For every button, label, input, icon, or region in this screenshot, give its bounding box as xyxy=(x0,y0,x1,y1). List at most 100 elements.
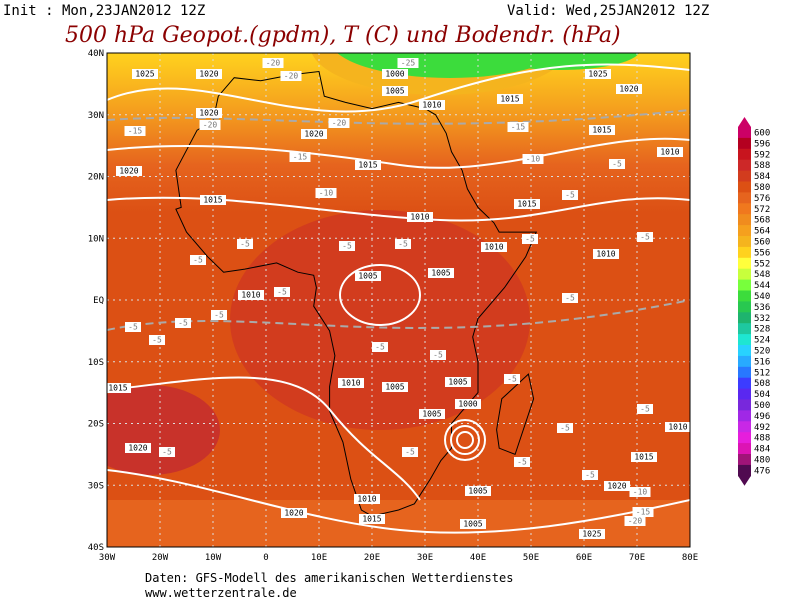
lat-tick-label: 10S xyxy=(88,358,104,368)
green-zone xyxy=(480,53,640,70)
contour-label: -5 xyxy=(585,471,595,480)
colorbar-swatch xyxy=(738,181,751,193)
colorbar-label: 544 xyxy=(754,281,770,291)
label-box xyxy=(465,486,491,496)
label-box xyxy=(125,322,141,332)
label-box xyxy=(355,271,381,281)
label-box xyxy=(116,166,142,176)
colorbar-swatch xyxy=(738,148,751,161)
colorbar-label: 480 xyxy=(754,455,770,465)
label-box xyxy=(281,508,307,518)
contour-label: 1005 xyxy=(468,487,487,496)
colorbar-swatch xyxy=(738,246,751,259)
colorbar-swatch xyxy=(738,159,751,172)
contour-label: -5 xyxy=(342,242,352,251)
lon-tick-label: 50E xyxy=(523,553,539,563)
colorbar-swatch xyxy=(738,137,751,150)
contour-label: -15 xyxy=(128,127,143,136)
contour-label: -5 xyxy=(560,424,570,433)
label-box xyxy=(397,58,419,68)
label-box xyxy=(382,86,408,96)
label-box xyxy=(359,514,385,524)
label-box xyxy=(289,152,311,162)
label-box xyxy=(339,241,355,251)
label-box xyxy=(604,481,630,491)
contour-label: -15 xyxy=(636,508,651,517)
colorbar-label: 560 xyxy=(754,237,770,247)
label-box xyxy=(428,268,454,278)
colorbar-label: 500 xyxy=(754,401,770,411)
isobar xyxy=(450,425,480,455)
lat-tick-label: EQ xyxy=(93,296,104,306)
label-box xyxy=(315,188,337,198)
label-box xyxy=(419,409,445,419)
label-box xyxy=(631,452,657,462)
colorbar-label: 476 xyxy=(754,466,770,476)
contour-label: -20 xyxy=(332,119,347,128)
label-box xyxy=(355,160,381,170)
contour-label: -5 xyxy=(277,288,287,297)
lon-tick-label: 70E xyxy=(629,553,645,563)
label-box xyxy=(497,94,523,104)
label-box xyxy=(196,69,222,79)
contour-label: 1025 xyxy=(582,530,601,539)
label-box xyxy=(430,350,446,360)
label-box xyxy=(562,293,578,303)
contour-label: -15 xyxy=(511,123,526,132)
colorbar-swatch xyxy=(738,170,751,182)
colorbar-swatch xyxy=(738,127,751,139)
colorbar-label: 592 xyxy=(754,150,770,160)
contour-label: 1015 xyxy=(108,384,127,393)
colorbar-cap xyxy=(738,475,751,486)
colorbar-label: 520 xyxy=(754,346,770,356)
label-box xyxy=(199,120,221,130)
colorbar-cap xyxy=(738,117,751,127)
lon-tick-label: 60E xyxy=(576,553,592,563)
label-box xyxy=(514,199,540,209)
lon-tick-label: 30W xyxy=(99,553,116,563)
colorbar-swatch xyxy=(738,203,751,215)
lat-tick-label: 20S xyxy=(88,420,104,430)
label-box xyxy=(382,69,408,79)
label-box xyxy=(419,100,445,110)
contour-label: 1005 xyxy=(422,410,441,419)
contour-label: 1020 xyxy=(199,70,218,79)
label-box xyxy=(338,378,364,388)
colorbar-label: 508 xyxy=(754,379,770,389)
colorbar-swatch xyxy=(738,290,751,302)
label-box xyxy=(237,239,253,249)
colorbar-label: 576 xyxy=(754,194,770,204)
contour-label: 1020 xyxy=(304,130,323,139)
lon-tick-label: 10W xyxy=(205,553,222,563)
label-box xyxy=(637,232,653,242)
south-band xyxy=(107,500,690,547)
lon-tick-label: 0 xyxy=(263,553,268,563)
colorbar-label: 532 xyxy=(754,314,770,324)
contour-label: -10 xyxy=(319,189,334,198)
contour-label: 1020 xyxy=(128,444,147,453)
contour-label: 1005 xyxy=(358,272,377,281)
colorbar-swatch xyxy=(738,410,751,422)
contour-label: -15 xyxy=(293,153,308,162)
contour-labels: 1025 1020 1000 1005 1010 1025 1020 1015 1020 1020… xyxy=(107,58,690,539)
colorbar-swatch xyxy=(738,399,751,411)
colorbar-swatch xyxy=(738,257,751,270)
contour-label: -5 xyxy=(405,448,415,457)
colorbar-swatch xyxy=(738,432,751,444)
label-box xyxy=(402,447,418,457)
label-box xyxy=(200,195,226,205)
contour-label: 1020 xyxy=(284,509,303,518)
label-box xyxy=(159,447,175,457)
contour-label: -5 xyxy=(152,336,162,345)
contour-label: -5 xyxy=(433,351,443,360)
label-box xyxy=(609,159,625,169)
contour-label: 1005 xyxy=(385,383,404,392)
contour-label: 1025 xyxy=(588,70,607,79)
contour-label: 1010 xyxy=(241,291,260,300)
label-box xyxy=(514,457,530,467)
colorbar-label: 588 xyxy=(754,161,770,171)
colorbar-swatch xyxy=(738,225,751,237)
contour-label: 1010 xyxy=(596,250,615,259)
isotherm xyxy=(107,299,690,331)
label-box xyxy=(522,154,544,164)
